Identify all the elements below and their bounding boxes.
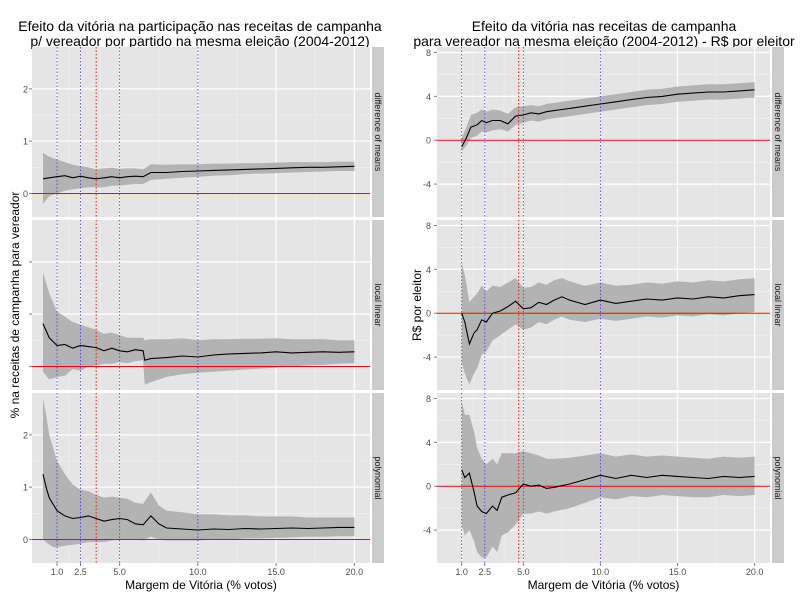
y-tick-label: 8	[426, 48, 431, 58]
panel-2: -4 0 4 8 local linear	[423, 220, 784, 390]
facet-strip	[772, 393, 784, 563]
y-tick-label: -4	[423, 526, 431, 536]
x-tick-label: 2.5	[74, 567, 87, 577]
confidence-ribbon	[461, 263, 755, 385]
facet-strip	[372, 393, 384, 563]
facet-strip-label: polynomial	[373, 456, 383, 499]
panel-background	[437, 47, 770, 217]
y-axis-label: % na receitas de campanha para vereador	[8, 192, 22, 419]
x-tick-label: 1.0	[455, 567, 468, 577]
x-tick-label: 1.0	[51, 567, 64, 577]
facet-strip	[772, 47, 784, 217]
facet-strip	[772, 220, 784, 390]
y-tick-label: 1	[23, 137, 28, 147]
x-axis-label: Margem de Vitória (% votos)	[528, 578, 680, 592]
x-tick-label: 5.0	[517, 567, 530, 577]
estimate-line	[461, 89, 755, 148]
y-tick-label: -4	[423, 353, 431, 363]
panel-3: -4 0 4 8 polynomial	[423, 393, 784, 563]
y-tick-label: 0	[23, 189, 28, 199]
chart-title-line1: Efeito da vitória nas receitas de campan…	[472, 18, 737, 34]
x-tick-label: 15.0	[267, 567, 285, 577]
x-tick-label: 5.0	[113, 567, 126, 577]
y-tick-label: 4	[426, 265, 431, 275]
estimate-line	[461, 469, 755, 515]
y-tick-label: 0	[23, 535, 28, 545]
chart-2: Efeito da vitória nas receitas de campan…	[410, 18, 795, 592]
facet-strip-label: polynomial	[773, 456, 783, 499]
facet-strip	[372, 220, 384, 390]
x-tick-label: 10.0	[592, 567, 610, 577]
facet-strip	[372, 47, 384, 217]
x-tick-label: 10.0	[189, 567, 207, 577]
x-axis-label: Margem de Vitória (% votos)	[125, 578, 277, 592]
facet-strip-label: local linear	[373, 283, 383, 326]
facet-strip-label: difference of means	[773, 93, 783, 172]
y-tick-label: 0	[426, 482, 431, 492]
confidence-ribbon	[43, 272, 355, 385]
confidence-ribbon	[43, 398, 355, 548]
y-tick-label: 4	[426, 92, 431, 102]
y-tick-label: 4	[426, 438, 431, 448]
y-tick-label: 2	[23, 84, 28, 94]
y-tick-label: 2	[23, 430, 28, 440]
y-tick-label: 0	[426, 136, 431, 146]
estimate-line	[42, 473, 355, 531]
estimate-line	[461, 294, 755, 346]
panel-3: 0 1 2 polynomial	[23, 393, 384, 563]
chart-1: Efeito da vitória na participação nas re…	[8, 18, 384, 592]
x-tick-label: 20.0	[346, 567, 364, 577]
y-tick-label: 8	[426, 221, 431, 231]
y-tick-label: -4	[423, 180, 431, 190]
x-tick-label: 2.5	[479, 567, 492, 577]
y-tick-label: 8	[426, 394, 431, 404]
facet-strip-label: local linear	[773, 283, 783, 326]
y-axis-label: R$ por eleitor	[410, 269, 424, 341]
x-tick-label: 15.0	[669, 567, 687, 577]
chart-title-line2: p/ vereador por partido na mesma eleição…	[30, 33, 369, 49]
estimate-line	[42, 165, 355, 180]
confidence-ribbon	[43, 152, 355, 204]
panel-2: local linear	[29, 220, 384, 390]
confidence-ribbon	[461, 400, 755, 558]
y-tick-label: 0	[426, 309, 431, 319]
panel-1: 0 1 2 difference of means	[23, 47, 384, 217]
y-tick-label: 1	[23, 483, 28, 493]
estimate-line	[42, 323, 355, 361]
panel-1: -4 0 4 8 difference of means	[423, 47, 784, 217]
confidence-ribbon	[461, 82, 755, 152]
panel-background	[32, 47, 370, 217]
chart-title-line1: Efeito da vitória na participação nas re…	[18, 18, 382, 34]
chart-title-line2: para vereador na mesma eleição (2004-201…	[413, 33, 795, 49]
x-tick-label: 20.0	[746, 567, 764, 577]
facet-strip-label: difference of means	[373, 93, 383, 172]
